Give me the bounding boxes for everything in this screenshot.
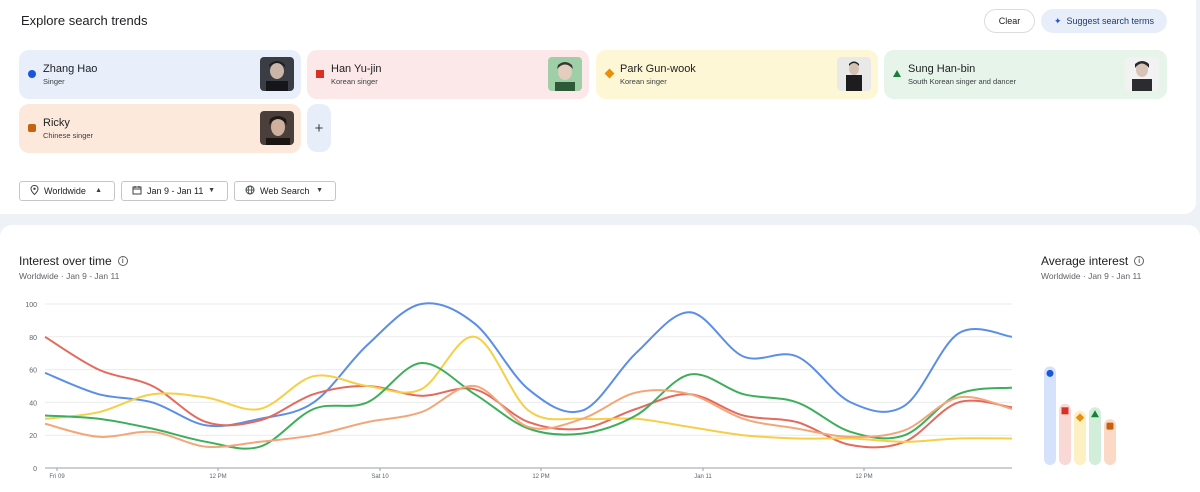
- term-description: South Korean singer and dancer: [908, 77, 1016, 86]
- y-tick-label: 20: [29, 433, 37, 440]
- y-tick-label: 80: [29, 335, 37, 342]
- caret-down-icon: ▼: [316, 187, 323, 194]
- caret-down-icon: ▼: [208, 187, 215, 194]
- ricky-marker-icon: [28, 124, 36, 132]
- interest-over-time-chart[interactable]: 100 80 60 40 20 0 Fri 09 12 PM Sat 10 12 PM Jan 11…: [0, 225, 1200, 492]
- sparkle-icon: ✦: [1053, 15, 1062, 26]
- x-tick-label: 12 PM: [855, 474, 872, 480]
- average-bar-ricky: [1104, 419, 1116, 465]
- triangle-marker-icon: [1091, 410, 1099, 418]
- term-name: Park Gun-wook: [620, 63, 696, 75]
- info-icon[interactable]: i: [1134, 256, 1145, 266]
- circle-marker-icon: [28, 70, 36, 78]
- term-name: Sung Han-bin: [908, 63, 976, 75]
- x-tick-label: 12 PM: [532, 474, 549, 480]
- x-tick-label: 12 PM: [209, 474, 226, 480]
- series-line-park-gun-wook: [44, 335, 1013, 443]
- caret-up-icon: ▲: [95, 187, 102, 194]
- avatar: [548, 57, 582, 91]
- clear-button[interactable]: Clear: [984, 9, 1035, 33]
- average-bar-han-yu-jin: [1059, 403, 1071, 465]
- location-value: Worldwide: [44, 186, 86, 196]
- term-name: Han Yu-jin: [331, 63, 382, 75]
- calendar-icon: [132, 185, 142, 197]
- square-marker-icon: [316, 70, 324, 78]
- avatar: [260, 111, 294, 145]
- term-name: Zhang Hao: [43, 63, 98, 75]
- add-term-button[interactable]: +: [307, 104, 331, 152]
- x-tick-label: Fri 09: [49, 474, 65, 480]
- avatar: [260, 57, 294, 91]
- avatar: [1125, 57, 1159, 91]
- term-description: Korean singer: [620, 77, 667, 86]
- x-tick-label: Sat 10: [371, 474, 389, 480]
- section-title: Interest over time: [19, 254, 112, 268]
- date-filter[interactable]: Jan 9 - Jan 11 ▼: [121, 181, 228, 201]
- term-card-han-yu-jin[interactable]: Han Yu-jin Korean singer: [307, 50, 589, 99]
- y-tick-label: 0: [33, 466, 37, 473]
- location-filter[interactable]: Worldwide ▲: [19, 181, 115, 201]
- average-interest-title: Average interest i: [1041, 254, 1145, 268]
- square-marker-icon: [1061, 407, 1069, 415]
- term-description: Korean singer: [331, 77, 378, 86]
- section-title: Average interest: [1041, 254, 1129, 268]
- diamond-marker-icon: [604, 68, 615, 79]
- date-value: Jan 9 - Jan 11: [147, 186, 204, 196]
- diamond-marker-icon: [1075, 413, 1085, 422]
- interest-over-time-subtitle: Worldwide · Jan 9 - Jan 11: [19, 271, 120, 281]
- page-title: Explore search trends: [21, 13, 148, 28]
- series-line-sung-han-bin: [44, 361, 1013, 450]
- info-icon[interactable]: i: [117, 256, 128, 266]
- series-line-ricky: [44, 384, 1013, 449]
- average-bar-zhang-hao: [1044, 366, 1056, 465]
- search-type-value: Web Search: [260, 186, 310, 196]
- triangle-marker-icon: [893, 70, 901, 77]
- term-card-zhang-hao[interactable]: Zhang Hao Singer: [19, 50, 301, 99]
- circle-marker-icon: [1046, 369, 1054, 377]
- series-line-zhang-hao: [44, 302, 1013, 428]
- globe-icon: [245, 185, 255, 197]
- suggest-label: Suggest search terms: [1066, 16, 1155, 26]
- y-tick-label: 40: [29, 400, 37, 407]
- x-tick-label: Jan 11: [694, 474, 712, 480]
- suggest-search-terms-button[interactable]: ✦ Suggest search terms: [1041, 9, 1167, 33]
- location-pin-icon: [30, 184, 39, 197]
- search-terms-panel: Explore search trends Clear ✦ Suggest se…: [0, 0, 1196, 214]
- term-description: Singer: [43, 77, 65, 86]
- search-type-filter[interactable]: Web Search ▼: [234, 181, 336, 201]
- term-name: Ricky: [43, 117, 70, 129]
- series-line-han-yu-jin: [44, 335, 1013, 449]
- average-bar-sung-han-bin: [1089, 407, 1101, 465]
- y-tick-label: 100: [25, 302, 37, 309]
- ricky-marker-icon: [1106, 422, 1114, 430]
- term-description: Chinese singer: [43, 131, 94, 140]
- y-tick-label: 60: [29, 368, 37, 375]
- average-interest-subtitle: Worldwide · Jan 9 - Jan 11: [1041, 271, 1142, 281]
- term-card-ricky[interactable]: Ricky Chinese singer: [19, 104, 301, 153]
- average-bar-park-gun-wook: [1074, 410, 1086, 465]
- chart-panel: Interest over time i Worldwide · Jan 9 -…: [0, 225, 1200, 492]
- avatar: [837, 57, 871, 91]
- interest-over-time-title: Interest over time i: [19, 254, 128, 268]
- term-card-park-gun-wook[interactable]: Park Gun-wook Korean singer: [596, 50, 878, 99]
- term-card-sung-han-bin[interactable]: Sung Han-bin South Korean singer and dan…: [884, 50, 1167, 99]
